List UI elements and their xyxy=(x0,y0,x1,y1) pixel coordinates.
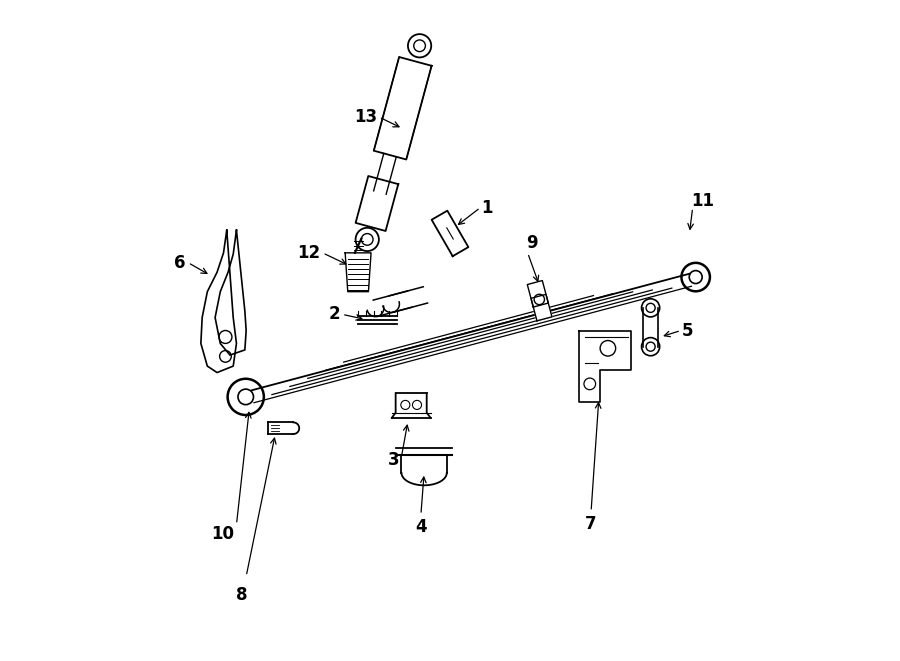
Text: 11: 11 xyxy=(690,192,714,210)
Polygon shape xyxy=(374,57,432,159)
Text: 2: 2 xyxy=(328,305,340,323)
Polygon shape xyxy=(531,294,552,321)
Text: 3: 3 xyxy=(388,451,400,469)
Text: 8: 8 xyxy=(236,586,248,604)
Polygon shape xyxy=(432,211,468,256)
Text: 7: 7 xyxy=(585,515,597,533)
Text: 10: 10 xyxy=(212,525,235,543)
Text: 6: 6 xyxy=(175,254,186,272)
Text: 13: 13 xyxy=(355,108,377,126)
Polygon shape xyxy=(356,176,399,231)
Polygon shape xyxy=(527,280,548,307)
Text: 4: 4 xyxy=(415,518,427,536)
Text: 5: 5 xyxy=(681,321,693,340)
Text: 12: 12 xyxy=(298,244,320,262)
Text: 1: 1 xyxy=(482,198,492,217)
Text: 9: 9 xyxy=(526,234,537,252)
Polygon shape xyxy=(346,253,371,292)
Polygon shape xyxy=(580,330,631,402)
